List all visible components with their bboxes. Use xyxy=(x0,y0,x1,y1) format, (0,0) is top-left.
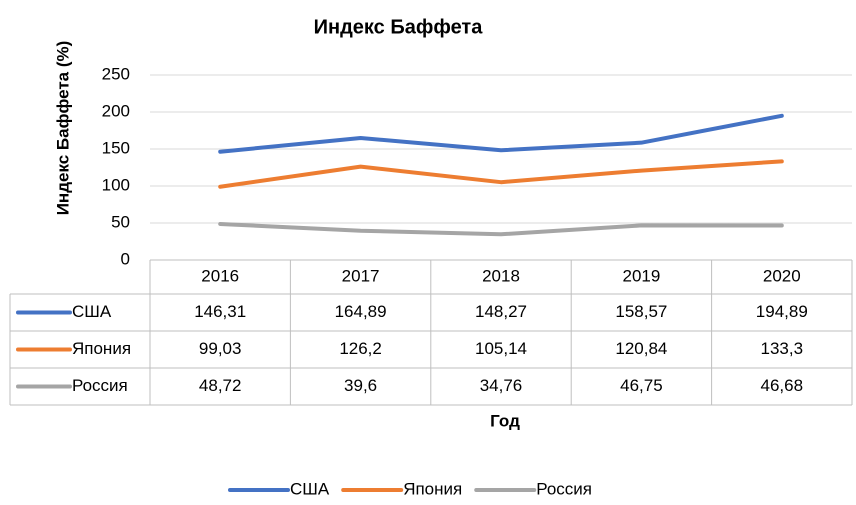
y-tick-label: 50 xyxy=(111,212,130,231)
x-tick-label: 2017 xyxy=(342,266,380,285)
y-tick-label: 250 xyxy=(102,64,130,83)
series-line xyxy=(218,221,784,237)
table-cell: 39,6 xyxy=(344,376,377,395)
x-tick-label: 2016 xyxy=(201,266,239,285)
x-tick-label: 2018 xyxy=(482,266,520,285)
table-cell: 105,14 xyxy=(475,339,527,358)
table-cell: 133,3 xyxy=(761,339,804,358)
table-cell: 46,68 xyxy=(761,376,804,395)
y-tick-label: 0 xyxy=(121,249,130,268)
x-tick-label: 2020 xyxy=(763,266,801,285)
table-cell: 48,72 xyxy=(199,376,242,395)
x-axis-title: Год xyxy=(490,411,520,430)
legend-label: США xyxy=(290,479,330,498)
table-cell: 158,57 xyxy=(615,302,667,321)
y-tick-label: 100 xyxy=(102,175,130,194)
y-axis-title: Индекс Баффета (%) xyxy=(53,41,72,216)
table-row-label: Россия xyxy=(72,376,128,395)
table-cell: 99,03 xyxy=(199,339,242,358)
y-tick-label: 200 xyxy=(102,101,130,120)
legend-label: Япония xyxy=(403,479,462,498)
table-cell: 194,89 xyxy=(756,302,808,321)
x-tick-label: 2019 xyxy=(622,266,660,285)
legend-label: Россия xyxy=(536,479,592,498)
table-cell: 146,31 xyxy=(194,302,246,321)
table-cell: 34,76 xyxy=(480,376,523,395)
series-line xyxy=(218,113,784,154)
table-cell: 46,75 xyxy=(620,376,663,395)
table-cell: 120,84 xyxy=(615,339,667,358)
chart-title: Индекс Баффета xyxy=(314,16,484,38)
y-tick-label: 150 xyxy=(102,138,130,157)
table-row-label: США xyxy=(72,302,112,321)
table-cell: 126,2 xyxy=(339,339,382,358)
table-row-label: Япония xyxy=(72,339,131,358)
series-line xyxy=(218,159,784,189)
table-cell: 164,89 xyxy=(335,302,387,321)
table-cell: 148,27 xyxy=(475,302,527,321)
